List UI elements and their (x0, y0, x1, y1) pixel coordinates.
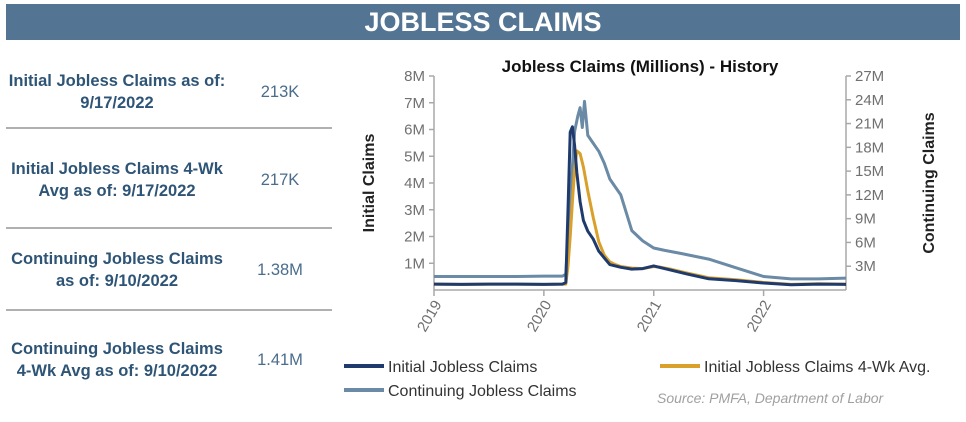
x-tick-label: 2022 (744, 298, 775, 335)
series-line-0 (433, 125, 847, 287)
source-note: Source: PMFA, Department of Labor (657, 390, 884, 406)
stat-initial-claims-avg: Initial Jobless Claims 4-Wk Avg as of: 9… (6, 140, 332, 220)
y-tick-label: 8M (404, 68, 425, 85)
stat-initial-claims: Initial Jobless Claims as of: 9/17/2022 … (6, 60, 332, 124)
y2-tick-label: 9M (855, 211, 876, 228)
legend-label: Continuing Jobless Claims (388, 383, 577, 400)
divider (6, 127, 332, 129)
y2-tick-label: 27M (855, 68, 884, 85)
y2-tick-label: 3M (855, 258, 876, 275)
y-tick-label: 5M (404, 148, 425, 165)
stat-label: Initial Jobless Claims 4-Wk Avg as of: 9… (11, 160, 223, 200)
stat-label: Continuing Jobless Claims as of: 9/10/20… (11, 250, 223, 290)
x-tick-label: 2019 (414, 298, 445, 335)
divider (6, 227, 332, 229)
divider (6, 309, 332, 311)
stat-value: 1.38M (257, 260, 303, 279)
jobless-claims-chart: Jobless Claims (Millions) - History 1M 2M 3… (344, 57, 938, 400)
y2-tick-label: 12M (855, 187, 884, 204)
y-axis-label: Initial Claims (361, 134, 378, 233)
y-tick-label: 7M (404, 95, 425, 112)
stat-label: Initial Jobless Claims as of: 9/17/2022 (8, 72, 226, 112)
stat-continuing-claims: Continuing Jobless Claims as of: 9/10/20… (6, 238, 332, 302)
x-tick-label: 2020 (524, 298, 555, 335)
y-tick-label: 3M (404, 202, 425, 219)
stat-continuing-claims-avg: Continuing Jobless Claims 4-Wk Avg as of… (6, 320, 332, 400)
y2-tick-label: 21M (855, 116, 884, 133)
stat-value: 217K (260, 170, 300, 189)
y-tick-label: 4M (404, 175, 425, 192)
banner-title: JOBLESS CLAIMS (6, 4, 960, 40)
stat-label: Continuing Jobless Claims 4-Wk Avg as of… (11, 340, 223, 380)
y2-tick-label: 15M (855, 163, 884, 180)
y2-axis-label: Continuing Claims (921, 112, 938, 253)
series-line-1 (433, 149, 847, 286)
legend-label: Initial Jobless Claims (388, 359, 537, 376)
legend-label: Initial Jobless Claims 4-Wk Avg. (704, 359, 930, 376)
y2-tick-label: 24M (855, 92, 884, 109)
y-tick-label: 2M (404, 229, 425, 246)
stat-value: 1.41M (257, 350, 303, 369)
chart-title: Jobless Claims (Millions) - History (502, 57, 779, 76)
x-tick-label: 2021 (634, 298, 665, 335)
stat-value: 213K (260, 82, 300, 101)
y2-tick-label: 6M (855, 234, 876, 251)
series-line-2 (434, 99, 847, 281)
y-tick-label: 6M (404, 122, 425, 139)
y-tick-label: 1M (404, 255, 425, 272)
y2-tick-label: 18M (855, 139, 884, 156)
